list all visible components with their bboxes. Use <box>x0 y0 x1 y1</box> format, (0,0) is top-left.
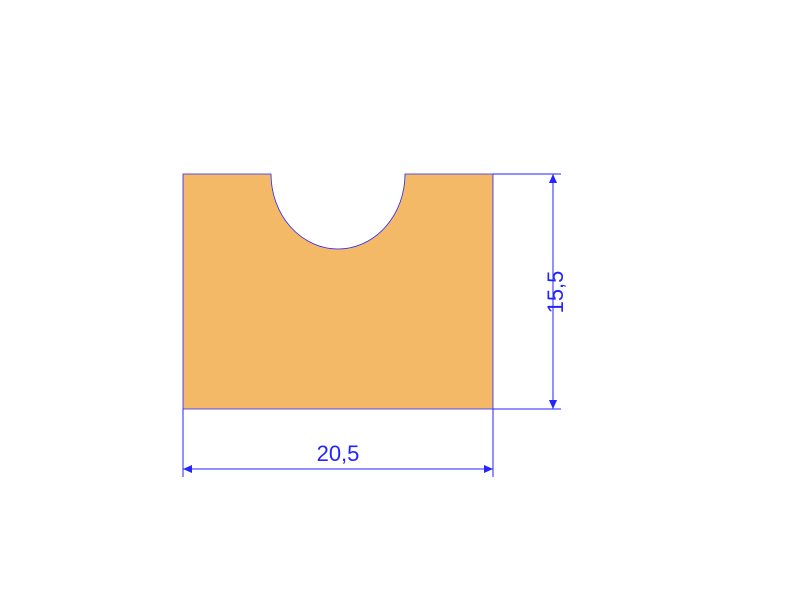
dimension-vertical: 15,5 <box>493 174 568 409</box>
dimension-arrow <box>549 400 557 409</box>
dimension-arrow <box>484 465 493 473</box>
technical-drawing: 20,5 15,5 <box>0 0 803 602</box>
dimension-horizontal: 20,5 <box>183 409 493 477</box>
dimension-arrow <box>549 174 557 183</box>
dimension-label-width: 20,5 <box>317 441 360 466</box>
profile-shape <box>183 174 493 409</box>
dimension-label-height: 15,5 <box>543 271 568 314</box>
dimension-arrow <box>183 465 192 473</box>
